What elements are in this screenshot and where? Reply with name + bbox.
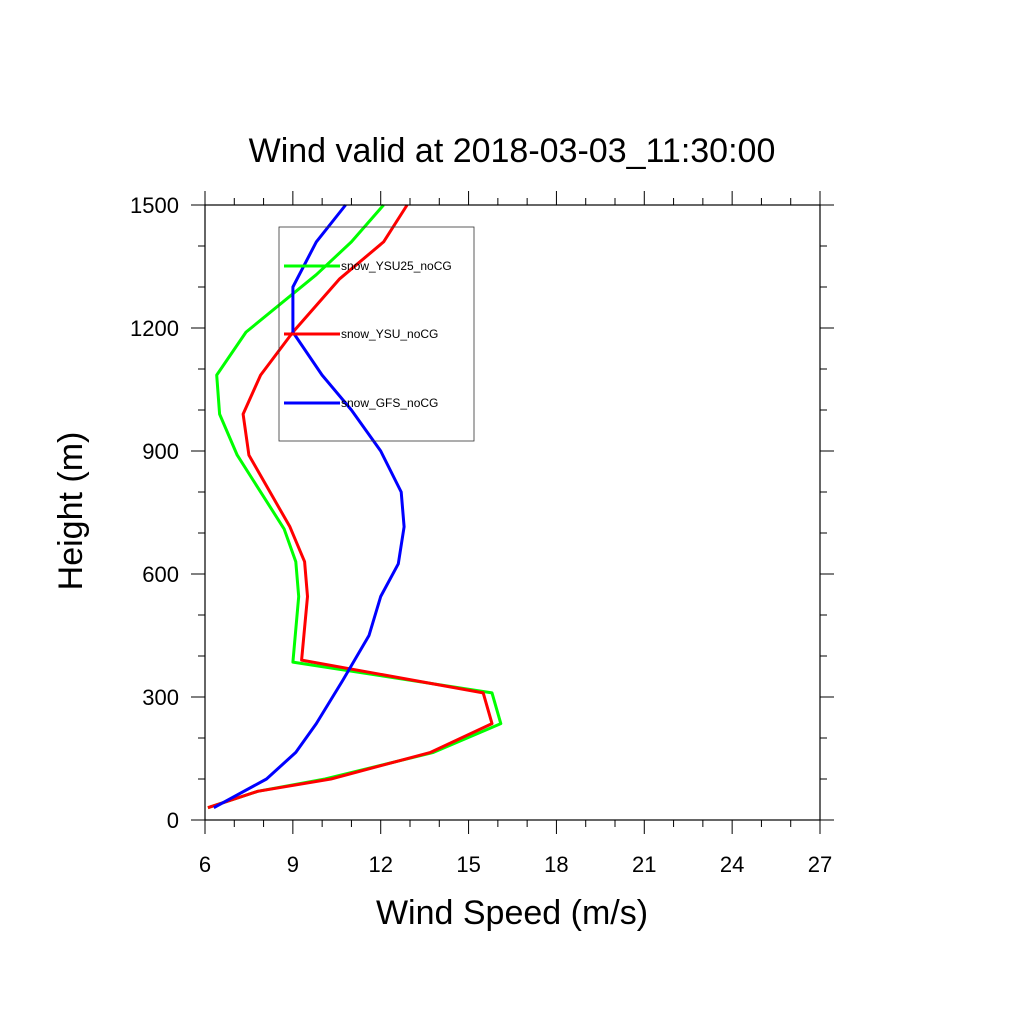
y-tick-label: 600 (142, 562, 179, 587)
x-tick-label: 6 (199, 852, 211, 877)
plot-frame (204, 204, 821, 821)
x-tick-label: 21 (632, 852, 656, 877)
y-tick-label: 0 (167, 808, 179, 833)
x-tick-label: 18 (544, 852, 568, 877)
y-tick-label: 900 (142, 439, 179, 464)
legend-box (278, 226, 475, 442)
chart-title: Wind valid at 2018-03-03_11:30:00 (249, 132, 776, 170)
legend: snow_YSU25_noCG snow_YSU_noCG snow_GFS_noC… (278, 226, 475, 442)
y-tick-label: 1500 (130, 193, 179, 218)
series-line-snow_GFS_noCG (213, 204, 406, 810)
x-axis-label: Wind Speed (m/s) (376, 894, 648, 932)
x-tick-label: 15 (456, 852, 480, 877)
x-tick-label: 24 (720, 852, 744, 877)
y-tick-label: 1200 (130, 316, 179, 341)
y-tick-label: 300 (142, 685, 179, 710)
legend-label: snow_YSU_noCG (341, 327, 438, 341)
x-tick-label: 12 (368, 852, 392, 877)
series-line-snow_YSU25_noCG (207, 204, 503, 810)
legend-label: snow_YSU25_noCG (341, 259, 452, 273)
legend-label: snow_GFS_noCG (341, 396, 438, 410)
x-tick-label: 27 (808, 852, 832, 877)
series-line-snow_YSU_noCG (207, 204, 494, 810)
x-tick-label: 9 (287, 852, 299, 877)
axes: 6 9 12 15 18 21 24 27 0 300 600 900 1200 1500 (130, 191, 834, 877)
plot-area (207, 204, 503, 810)
y-axis-label: Height (m) (52, 432, 90, 591)
